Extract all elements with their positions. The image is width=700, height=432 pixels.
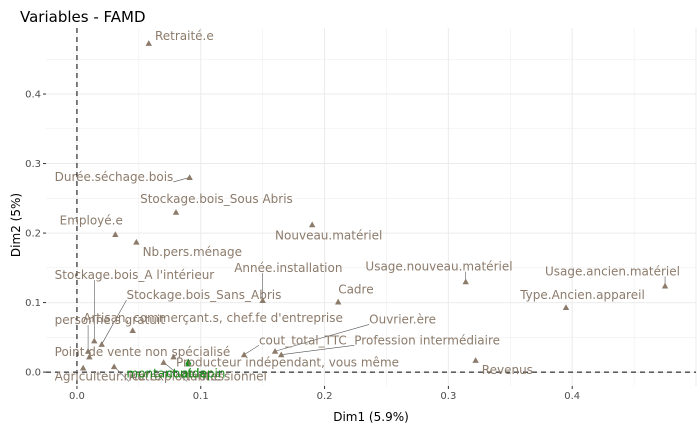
point-label: Autre [129,369,162,383]
y-tick-label: 0.4 [25,90,41,101]
label-segment [163,362,188,382]
point-marker [472,357,479,363]
point-marker [129,327,136,333]
point-marker [172,209,180,215]
point-marker [160,359,167,365]
y-axis-title: Dim2 (5%) [9,193,23,257]
x-tick-label: 0.1 [193,391,209,402]
point-label: Revenus [482,363,533,377]
point-label: Employé.e [60,214,123,228]
point-label: Type.Ancien.appareil [519,288,645,302]
point-marker [462,278,469,285]
point-marker [79,364,87,371]
chart-title: Variables - FAMD [20,8,146,26]
point-label: Retraité.e [155,29,214,43]
x-tick-label: 0.0 [69,391,85,402]
point-marker [334,298,342,305]
point-label: Cadre [338,283,373,297]
label-segment [243,345,260,355]
point-marker [562,304,570,311]
point-label: Artisan, commerçant.s, chef.fe d'entrepr… [83,311,343,325]
x-axis-ticks: 0.0 0.1 0.2 0.3 0.4 [69,386,580,402]
point-label: personne.s gratuit [55,313,166,327]
point-label: Point de vente non spécialisé [55,345,231,359]
point-marker [112,231,119,238]
x-tick-label: 0.3 [440,391,456,402]
point-label: Ouvrier.ère [369,312,436,326]
reference-lines [46,28,696,386]
x-tick-label: 0.2 [317,391,333,402]
x-tick-label: 0.4 [564,391,580,402]
label-segment [281,344,355,356]
point-label: Profession intermédiaire [354,333,500,347]
point-markers [79,40,669,371]
point-label: Usage.ancien.matériel [545,264,680,278]
point-label: Producteur indépendant, vous même [176,356,399,370]
point-marker [259,297,266,304]
label-segment [101,299,127,345]
point-marker [110,363,118,370]
label-segment [173,177,190,183]
point-label: montant.aide [126,367,207,381]
point-marker [185,360,192,367]
point-marker [91,337,98,344]
point-marker [133,238,140,245]
point-label: cout_total_TTC [259,333,347,347]
point-label: cout.lapin [166,367,225,381]
point-marker [170,353,177,360]
point-marker [271,348,279,354]
point-marker [98,341,105,347]
point-label: Stockage.bois_Sans_Abris [126,288,281,302]
y-tick-label: 0.2 [25,229,41,240]
point-marker [308,221,316,228]
point-label: Professionnel [187,369,267,383]
y-tick-label: 0.0 [25,368,41,379]
point-label: Nb.pers.ménage [143,245,242,259]
point-marker [186,174,193,181]
y-tick-label: 0.3 [25,159,41,170]
point-label: Stockage.bois_Sous Abris [140,192,293,206]
point-marker [84,348,92,354]
point-label: Usage.nouveau.matériel [365,260,512,274]
point-labels: Retraité.e Durée.séchage.bois Stockage.boi… [55,29,680,384]
y-axis-ticks: 0.0 0.1 0.2 0.3 0.4 [25,90,46,379]
y-tick-label: 0.1 [25,298,41,309]
point-marker [278,351,285,358]
x-axis-title: Dim1 (5.9%) [333,410,409,424]
label-segment [274,324,370,352]
point-marker [240,351,248,358]
point-label: Stockage.bois_A l'intérieur [55,268,215,282]
point-marker [661,282,669,289]
point-label: Durée.séchage.bois [55,170,174,184]
point-marker [145,40,152,46]
point-label: Année.installation [234,261,342,275]
point-label: Nouveau.matériel [275,228,382,242]
point-marker [86,353,93,360]
point-label: Agriculteur.rice exploitant.e [55,369,222,383]
